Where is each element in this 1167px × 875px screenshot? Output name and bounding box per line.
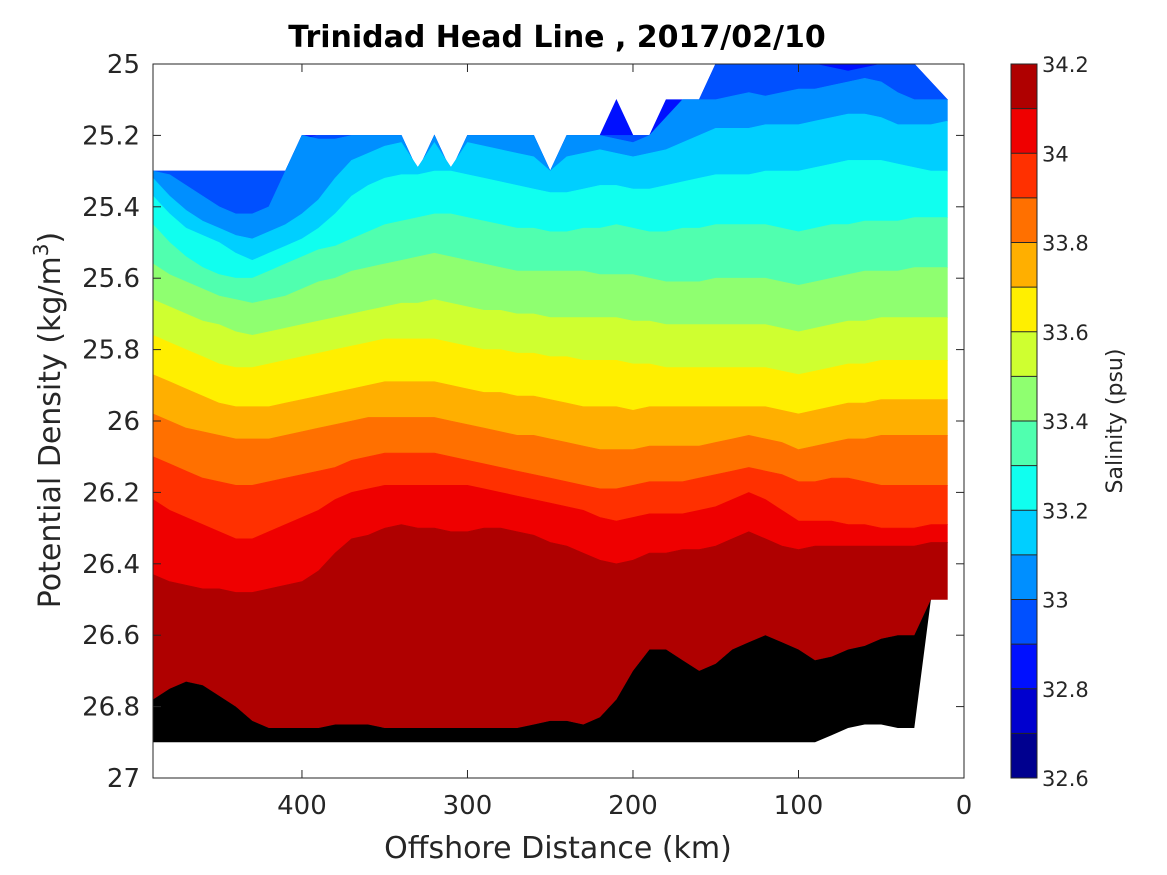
x-tick-label: 400 (277, 791, 327, 821)
colorbar-swatch-33.1-33.2 (1011, 510, 1037, 555)
y-tick-label: 25 (107, 50, 140, 80)
x-axis-label: Offshore Distance (km) (384, 831, 732, 866)
colorbar-ticks: 32.6 32.8 33 33.2 33.4 33.6 33.8 34 34.2 (1042, 53, 1089, 791)
colorbar-swatch-33.2-33.3 (1011, 465, 1037, 511)
x-tick-label: 100 (774, 791, 824, 821)
colorbar-swatch-32.6-32.7 (1011, 733, 1037, 778)
contour-fill-layer (152, 63, 949, 743)
colorbar-swatch-33.4-33.5 (1011, 376, 1037, 421)
y-tick-label: 25.8 (82, 336, 140, 366)
colorbar-tick-label: 33.4 (1042, 410, 1089, 434)
colorbar-tick-label: 32.8 (1042, 678, 1089, 702)
y-tick-label: 26.8 (82, 693, 140, 723)
colorbar-tick-label: 34.2 (1042, 53, 1089, 77)
y-tick-label: 26.6 (82, 621, 140, 651)
y-tick-label: 25.6 (82, 264, 140, 294)
colorbar-tick-label: 32.6 (1042, 767, 1089, 791)
colorbar-tick-label: 34 (1042, 142, 1069, 166)
colorbar-swatch-33.6-33.7 (1011, 287, 1037, 332)
y-axis-label-sup: 3 (29, 243, 53, 256)
colorbar-tick-label: 33.6 (1042, 321, 1089, 345)
y-tick-label: 27 (107, 764, 140, 794)
colorbar-swatch-33.7-33.8 (1011, 242, 1037, 288)
y-axis-label-end: ) (33, 232, 68, 244)
chart-title: Trinidad Head Line , 2017/02/10 (288, 20, 825, 55)
y-tick-label: 26 (107, 407, 140, 437)
colorbar-tick-label: 33.2 (1042, 499, 1089, 523)
y-tick-label: 26.2 (82, 478, 140, 508)
colorbar-swatch-33.9-34 (1011, 153, 1037, 198)
x-tick-label: 0 (956, 791, 973, 821)
x-axis-ticks: 400 300 200 100 0 (277, 64, 972, 821)
colorbar-swatch-32.7-32.8 (1011, 688, 1037, 734)
y-axis-ticks: 25 25.2 25.4 25.6 25.8 26 26.2 26.4 26.6 26.8 27 (82, 50, 964, 794)
colorbar-swatch-33.8-33.9 (1011, 197, 1037, 243)
colorbar-swatch-34.1-34.2 (1011, 64, 1037, 109)
y-axis-label: Potential Density (kg/m3) (29, 232, 68, 608)
colorbar-tick-label: 33.8 (1042, 232, 1089, 256)
y-tick-label: 26.4 (82, 550, 140, 580)
x-tick-label: 200 (608, 791, 658, 821)
y-tick-label: 25.2 (82, 121, 140, 151)
colorbar-swatch-32.8-32.9 (1011, 644, 1037, 689)
y-tick-label: 25.4 (82, 193, 140, 223)
y-axis-label-main: Potential Density (kg/m (33, 256, 68, 608)
colorbar-swatch-33-33.1 (1011, 554, 1037, 600)
colorbar-frame (1010, 63, 1038, 779)
colorbar-label: Salinity (psu) (1103, 349, 1128, 494)
colorbar-swatch-32.9-33 (1011, 599, 1037, 645)
x-tick-label: 300 (443, 791, 493, 821)
colorbar (1011, 64, 1037, 778)
contour-band-34.2-undefined (153, 599, 948, 743)
colorbar-swatch-33.3-33.4 (1011, 421, 1037, 466)
colorbar-swatch-34-34.1 (1011, 108, 1037, 154)
colorbar-swatch-33.5-33.6 (1011, 331, 1037, 377)
colorbar-tick-label: 33 (1042, 589, 1069, 613)
